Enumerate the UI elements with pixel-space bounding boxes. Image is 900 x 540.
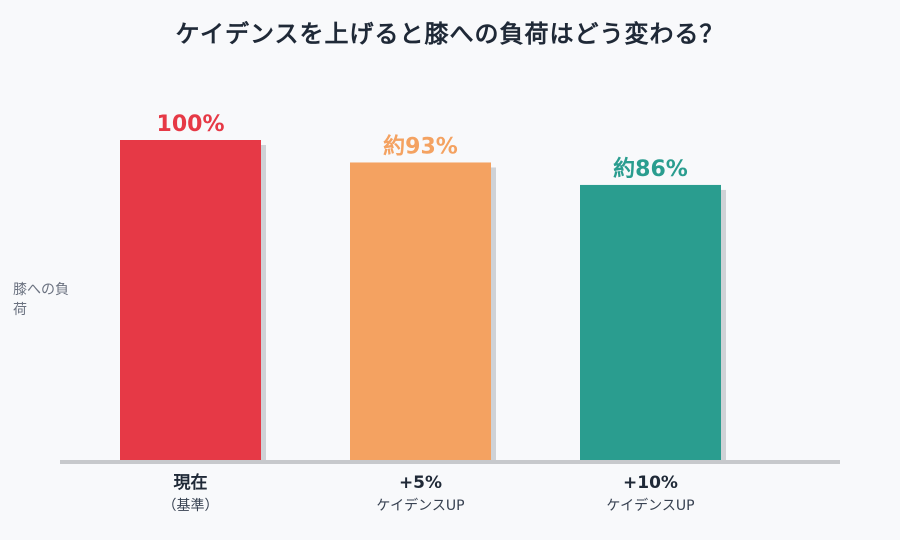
y-axis-label: 膝への負荷 xyxy=(13,282,69,318)
bar-1 xyxy=(120,140,261,461)
category-label-1: 現在 xyxy=(174,472,208,493)
bar-3 xyxy=(580,184,721,461)
category-sublabel-1: （基準） xyxy=(163,497,219,514)
category-sublabel-3: ケイデンスUP xyxy=(606,497,694,514)
category-sublabel-2: ケイデンスUP xyxy=(376,497,464,514)
category-label-2: +5% xyxy=(399,473,442,493)
data-label-3: 約86% xyxy=(613,156,688,182)
category-label-3: +10% xyxy=(623,473,678,493)
chart-title: ケイデンスを上げると膝への負荷はどう変わる？ xyxy=(175,20,725,48)
bar-2 xyxy=(350,162,491,461)
data-label-1: 100% xyxy=(157,112,225,137)
data-label-2: 約93% xyxy=(383,133,458,159)
